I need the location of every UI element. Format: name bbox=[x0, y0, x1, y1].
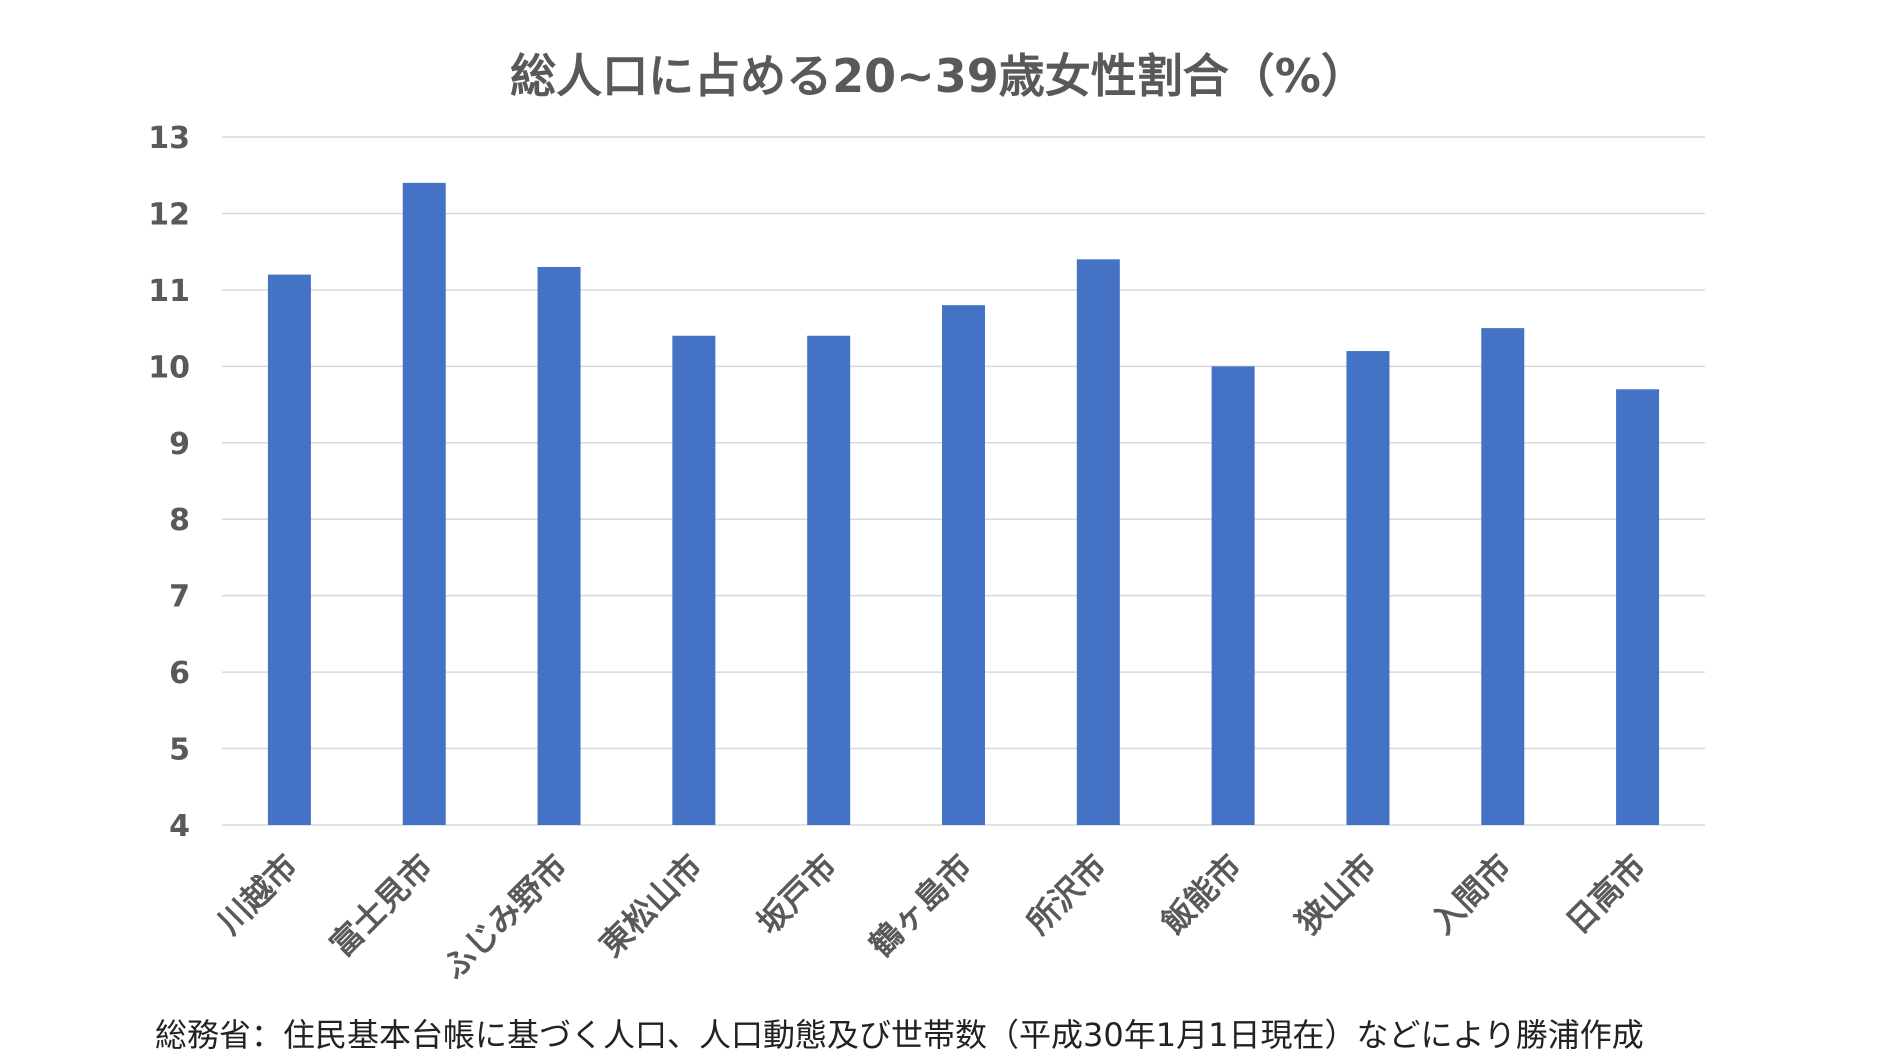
bar bbox=[1481, 328, 1525, 825]
bar bbox=[807, 335, 851, 825]
bar bbox=[267, 274, 311, 826]
bar bbox=[1616, 389, 1660, 825]
chart-title: 総人口に占める20~39歳女性割合（%） bbox=[510, 49, 1367, 103]
x-category-label: 川越市 bbox=[210, 847, 305, 942]
x-category-label: 東松山市 bbox=[592, 847, 709, 964]
bar bbox=[537, 266, 581, 825]
bars bbox=[267, 182, 1660, 826]
x-category-label: 飯能市 bbox=[1154, 847, 1249, 942]
bar bbox=[1346, 351, 1390, 825]
y-tick-label: 5 bbox=[169, 733, 190, 768]
y-tick-label: 10 bbox=[148, 350, 190, 385]
y-tick-label: 11 bbox=[148, 274, 190, 309]
y-axis-tick-labels: 4 5 6 7 8 9 10 11 12 13 bbox=[148, 121, 190, 844]
x-category-label: 鶴ヶ島市 bbox=[862, 847, 979, 964]
source-note: 総務省：住民基本台帳に基づく人口、人口動態及び世帯数（平成30年1月1日現在）な… bbox=[155, 1016, 1644, 1054]
bar bbox=[1076, 259, 1120, 825]
x-category-label: 坂戸市 bbox=[750, 847, 845, 942]
y-tick-label: 8 bbox=[169, 503, 190, 538]
bar bbox=[402, 182, 446, 825]
y-tick-label: 13 bbox=[148, 121, 190, 156]
x-category-label: 入間市 bbox=[1424, 847, 1519, 942]
x-category-label: 富士見市 bbox=[322, 847, 439, 964]
x-category-label: 日高市 bbox=[1558, 847, 1653, 942]
x-category-label: 所沢市 bbox=[1019, 847, 1114, 942]
y-tick-label: 12 bbox=[148, 197, 190, 232]
y-tick-label: 4 bbox=[169, 809, 190, 844]
y-tick-label: 7 bbox=[169, 580, 190, 615]
y-tick-label: 6 bbox=[169, 656, 190, 691]
x-category-label: 狭山市 bbox=[1289, 847, 1384, 942]
x-category-label: ふじみ野市 bbox=[435, 847, 575, 987]
y-tick-label: 9 bbox=[169, 427, 190, 462]
bar bbox=[1211, 366, 1255, 825]
bar bbox=[942, 305, 985, 826]
bar bbox=[672, 335, 716, 825]
